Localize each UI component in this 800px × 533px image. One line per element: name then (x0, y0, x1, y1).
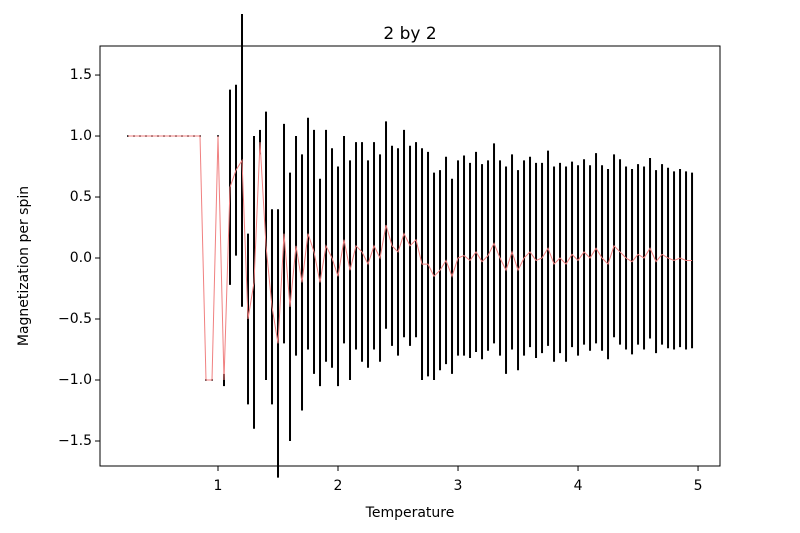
y-tick-label: −1.5 (58, 433, 92, 449)
y-axis-label: Magnetization per spin (16, 186, 32, 346)
x-tick-label: 4 (574, 478, 583, 494)
chart-title: 2 by 2 (383, 24, 436, 44)
y-tick-label: 1.0 (70, 128, 92, 144)
y-tick-label: 0.0 (70, 250, 92, 266)
y-tick-label: −1.0 (58, 372, 92, 388)
x-axis-label: Temperature (365, 505, 455, 521)
mean-line (127, 135, 693, 381)
plot-frame (99, 45, 721, 467)
x-tick-label: 1 (214, 478, 223, 494)
y-tick-label: 0.5 (70, 189, 92, 205)
y-tick-label: 1.5 (70, 67, 92, 83)
x-tick-label: 2 (334, 478, 343, 494)
y-tick-label: −0.5 (58, 311, 92, 327)
x-tick-label: 5 (694, 478, 703, 494)
x-tick-label: 3 (454, 478, 463, 494)
